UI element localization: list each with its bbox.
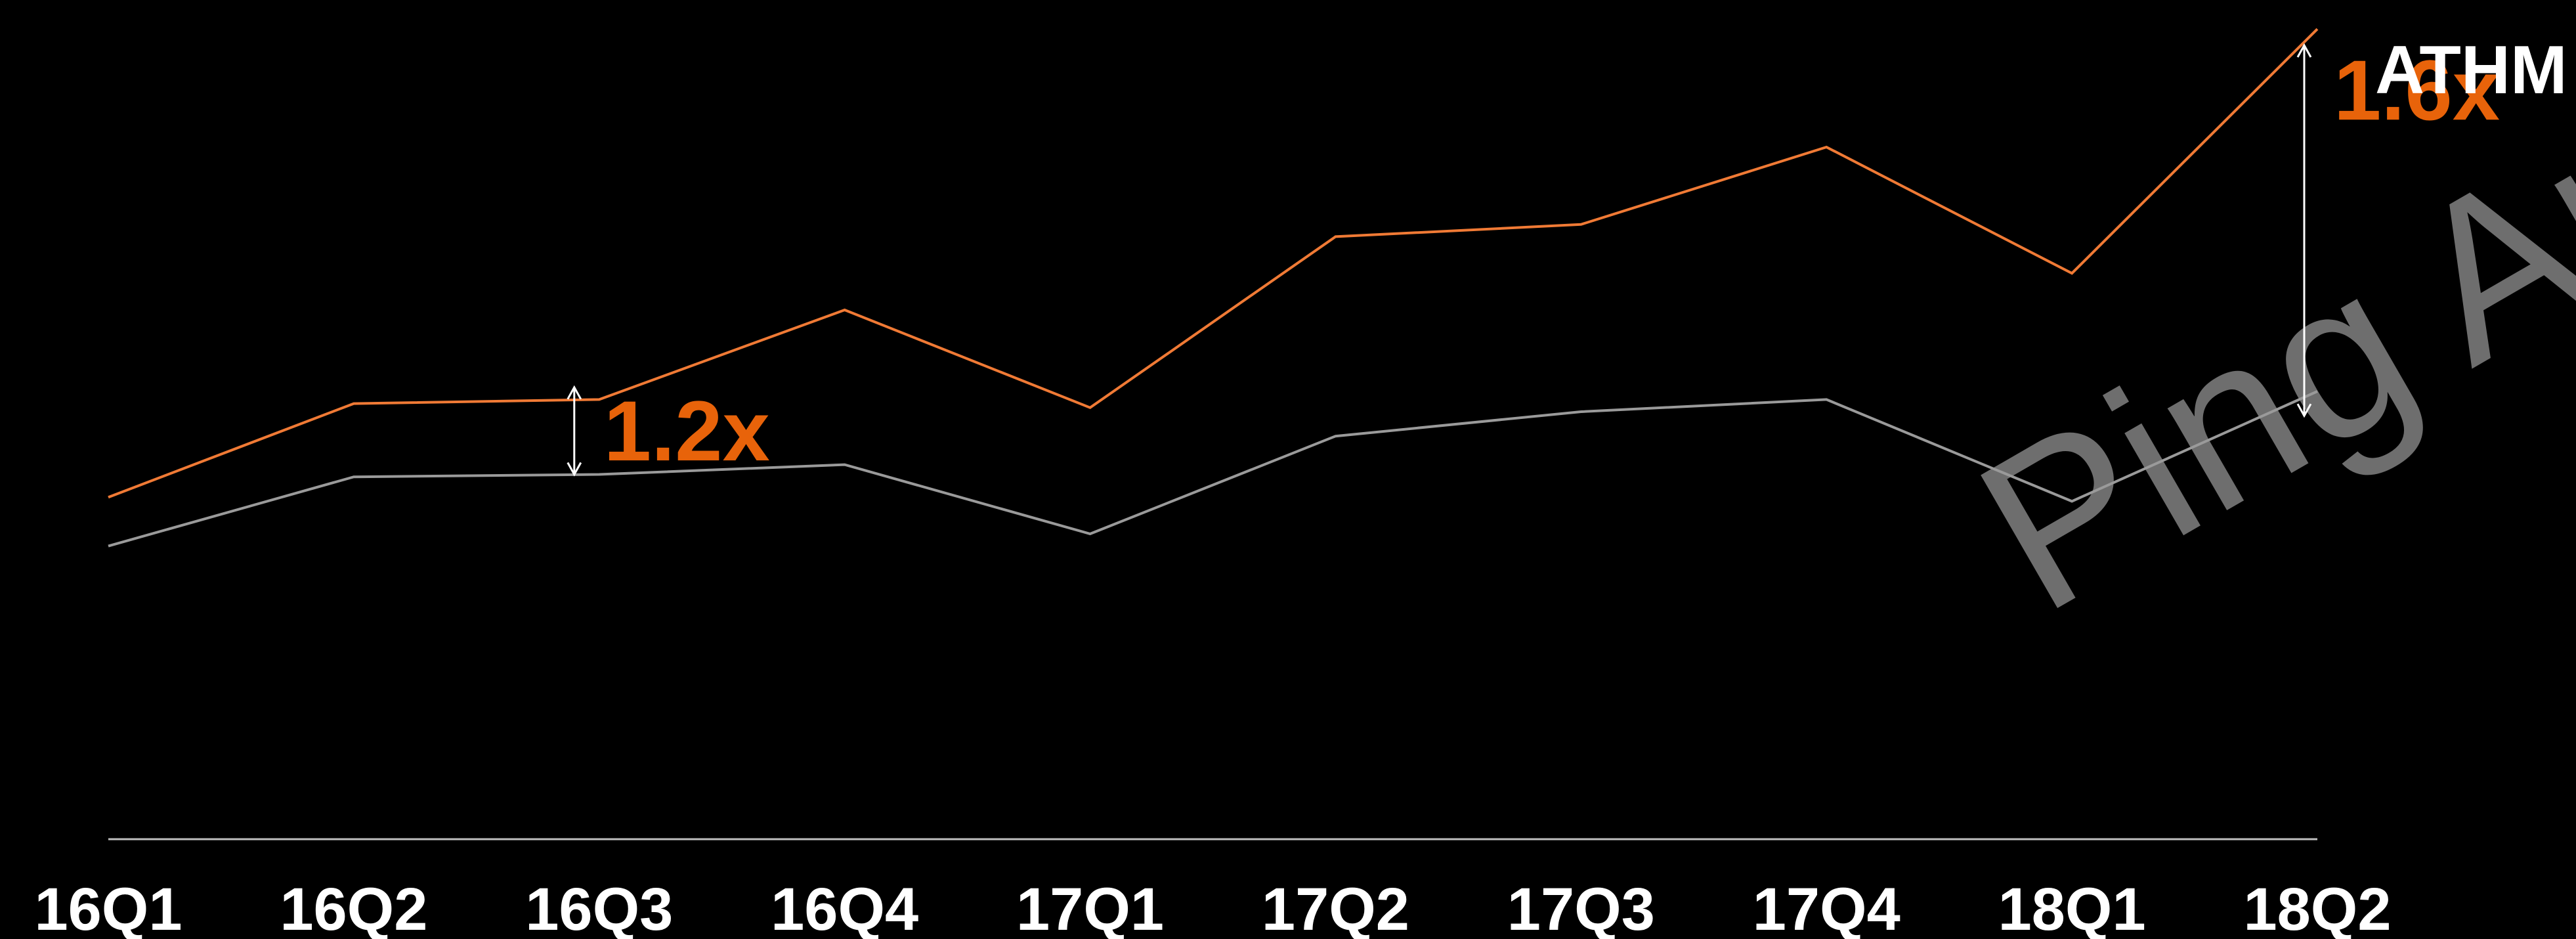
series-line-benchmark — [108, 390, 2318, 548]
ratio-label: 1.2x — [604, 383, 770, 479]
series-line-athm — [108, 28, 2319, 499]
x-tick-label: 16Q2 — [280, 876, 427, 939]
x-tick-label: 16Q1 — [34, 876, 182, 939]
x-tick-label: 17Q2 — [1262, 876, 1409, 939]
ratio-arrow — [2296, 43, 2312, 418]
legend-label-athm: ATHM — [2375, 32, 2567, 108]
x-tick-label: 18Q2 — [2243, 876, 2391, 939]
series-layer — [108, 28, 2319, 548]
watermark-text: Ping An — [1941, 58, 2576, 659]
x-tick-label: 17Q1 — [1016, 876, 1164, 939]
ratio-label: 1.6x — [2334, 42, 2500, 138]
x-tick-label: 17Q3 — [1507, 876, 1655, 939]
x-tick-label: 16Q3 — [525, 876, 673, 939]
legend-layer: ATHM — [2375, 32, 2567, 108]
x-tick-label: 17Q4 — [1753, 876, 1900, 939]
watermark-layer: Ping An — [1941, 58, 2576, 659]
annotation-layer: 1.2x 1.6x — [567, 42, 2500, 479]
x-tick-labels: 16Q1 16Q2 16Q3 16Q4 17Q1 17Q2 17Q3 17Q4 18Q1 18Q2 — [34, 876, 2391, 939]
ratio-arrow — [567, 385, 582, 477]
x-tick-label: 18Q1 — [1998, 876, 2146, 939]
x-tick-label: 16Q4 — [771, 876, 918, 939]
